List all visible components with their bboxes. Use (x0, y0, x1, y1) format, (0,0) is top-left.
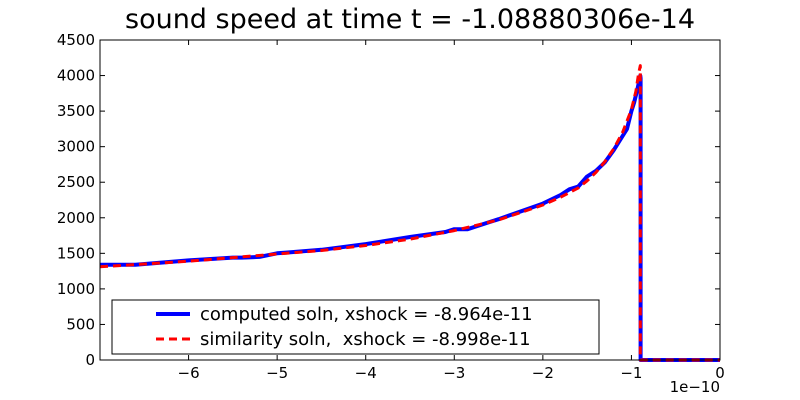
y-tick-label: 4000 (57, 67, 95, 85)
legend-label-similarity: similarity soln, xshock = -8.998e-11 (200, 329, 531, 350)
x-tick-label: −6 (178, 364, 200, 382)
x-tick-label: −2 (532, 364, 554, 382)
y-tick-label: 1500 (57, 244, 95, 262)
plot-frame (99, 39, 721, 361)
plot-lines (99, 64, 720, 362)
y-tick-label: 2500 (57, 173, 95, 191)
legend-label-computed: computed soln, xshock = -8.964e-11 (200, 304, 533, 325)
y-tick-label: 0 (85, 351, 95, 369)
y-tick-label: 2000 (57, 209, 95, 227)
x-tick-label: −4 (355, 364, 377, 382)
y-tick-label: 3500 (57, 102, 95, 120)
chart-title: sound speed at time t = -1.08880306e-14 (125, 4, 695, 35)
y-tick-label: 4500 (57, 31, 95, 49)
y-tick-label: 3000 (57, 138, 95, 156)
x-tick-label: −5 (266, 364, 288, 382)
legend: computed soln, xshock = -8.964e-11 simil… (111, 299, 600, 355)
y-tick-label: 500 (66, 315, 95, 333)
legend-box (111, 299, 600, 355)
axis-ticks: −6 −5 −4 −3 −2 −1 0 0 500 1000 1500 2000 2500 3000 350… (57, 31, 725, 382)
x-offset-label: 1e−10 (670, 378, 720, 396)
x-tick-label: 0 (715, 364, 725, 382)
series-line-similarity (99, 64, 720, 362)
y-tick-label: 1000 (57, 280, 95, 298)
x-tick-label: −1 (620, 364, 642, 382)
x-tick-label: −3 (443, 364, 465, 382)
